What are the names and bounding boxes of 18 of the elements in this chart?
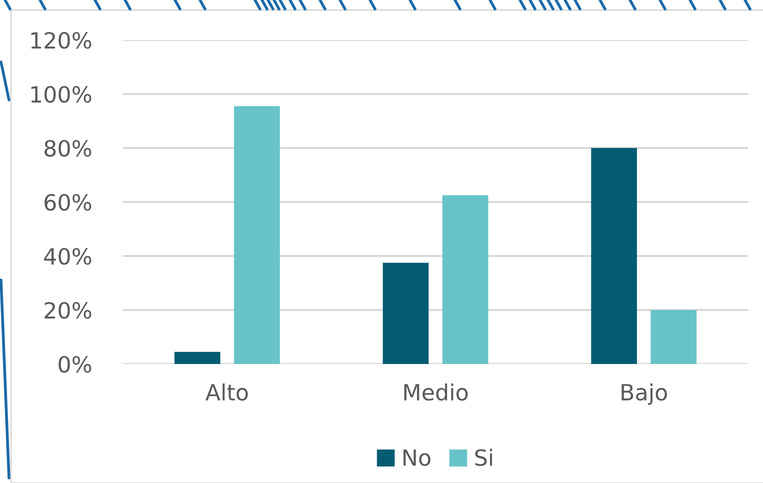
y-tick-label: 80% [44,140,92,157]
bar [650,310,697,364]
bar [382,262,429,364]
y-tick-label: 20% [44,302,92,319]
bar [442,195,488,364]
y-tick-label: 60% [44,194,92,211]
y-tick-label: 100% [31,86,92,103]
bar [234,106,280,364]
x-tick-label: Bajo [622,383,667,405]
y-tick-label: 120% [31,32,92,49]
legend-label: No [404,449,430,466]
x-tick-label: Alto [206,383,248,401]
y-tick-label: 40% [44,248,92,265]
bar [591,148,637,364]
y-tick-label: 0% [58,356,92,373]
bar [174,352,220,364]
legend-label: Si [475,448,492,466]
x-tick-label: Medio [404,383,468,401]
